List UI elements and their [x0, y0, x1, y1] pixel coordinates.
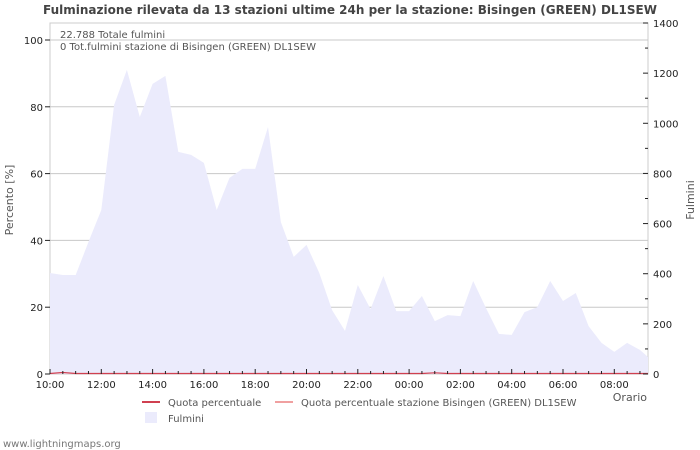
- right-axis-ticks: 0 200 400 600 800 1000 1200 1400: [643, 19, 678, 381]
- x-tick-label: 02:00: [446, 380, 475, 391]
- legend-swatch-quota: [142, 401, 160, 403]
- y-right-label: Fulmini: [684, 180, 697, 220]
- y-left-tick-label: 80: [30, 103, 43, 114]
- y-right-tick-label: 1000: [653, 119, 678, 130]
- x-tick-label: 06:00: [549, 380, 578, 391]
- x-tick-label: 10:00: [36, 380, 65, 391]
- legend-swatch-quota-station: [275, 401, 293, 403]
- x-tick-label: 22:00: [343, 380, 372, 391]
- chart-title: Fulminazione rilevata da 13 stazioni ult…: [43, 3, 657, 17]
- legend-label-quota: Quota percentuale: [168, 398, 261, 409]
- y-right-tick-label: 600: [653, 220, 672, 231]
- y-right-tick-label: 1400: [653, 19, 678, 30]
- x-tick-label: 20:00: [292, 380, 321, 391]
- y-right-tick-label: 0: [653, 370, 659, 381]
- y-left-tick-label: 20: [30, 303, 43, 314]
- left-axis-ticks: 0 20 40 60 80 100: [24, 36, 50, 381]
- x-tick-label: 04:00: [497, 380, 526, 391]
- x-tick-label: 16:00: [189, 380, 218, 391]
- x-axis-label: Orario: [613, 391, 648, 404]
- station-lightning-info: 0 Tot.fulmini stazione di Bisingen (GREE…: [60, 42, 316, 53]
- footer-credit: www.lightningmaps.org: [3, 439, 121, 450]
- x-tick-label: 12:00: [87, 380, 116, 391]
- x-tick-label: 00:00: [395, 380, 424, 391]
- y-left-tick-label: 100: [24, 36, 43, 47]
- legend-label-fulmini: Fulmini: [168, 414, 204, 425]
- legend: Quota percentuale Quota percentuale staz…: [142, 398, 577, 425]
- y-right-tick-label: 800: [653, 169, 672, 180]
- y-right-tick-label: 1200: [653, 69, 678, 80]
- x-tick-label: 18:00: [241, 380, 270, 391]
- legend-label-quota-station: Quota percentuale stazione Bisingen (GRE…: [301, 398, 577, 409]
- y-left-tick-label: 40: [30, 236, 43, 247]
- fulmini-area: [50, 69, 648, 375]
- y-left-tick-label: 60: [30, 170, 43, 181]
- x-tick-label: 14:00: [138, 380, 167, 391]
- y-left-label: Percento [%]: [3, 165, 16, 236]
- x-tick-label: 08:00: [600, 380, 629, 391]
- percentage-line: [49, 371, 648, 375]
- y-left-tick-label: 0: [37, 370, 43, 381]
- x-axis-ticks: 10:00 12:00 14:00 16:00 18:00 20:00 22:00 00:00…: [36, 369, 641, 391]
- legend-swatch-fulmini: [145, 412, 157, 423]
- y-right-tick-label: 400: [653, 270, 672, 281]
- y-right-tick-label: 200: [653, 320, 672, 331]
- total-lightning-info: 22.788 Totale fulmini: [60, 30, 165, 41]
